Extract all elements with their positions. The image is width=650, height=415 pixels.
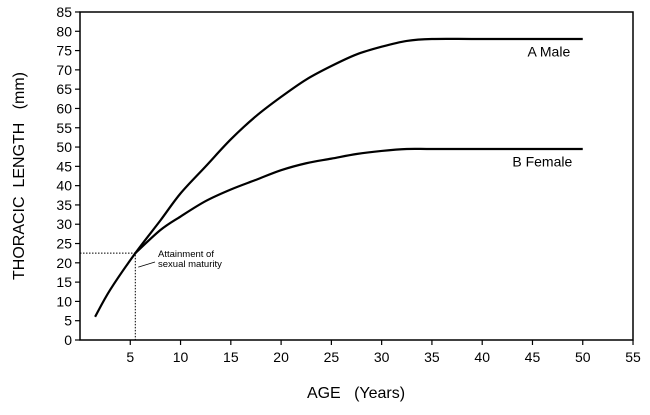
series-label: B Female	[512, 153, 572, 169]
series-line-female	[134, 147, 583, 254]
y-tick-label: 5	[64, 313, 72, 329]
x-tick-label: 10	[173, 349, 189, 365]
x-tick-label: 55	[625, 349, 641, 365]
series-line-male	[94, 37, 583, 318]
annotation-line-2: sexual maturity	[158, 259, 222, 270]
plot-frame	[79, 11, 634, 341]
x-tick-label: 30	[374, 349, 390, 365]
x-tick-label: 20	[273, 349, 289, 365]
x-axis-label: AGE (Years)	[307, 385, 405, 402]
y-tick-label: 20	[56, 255, 72, 271]
annotation-line-1: Attainment of	[158, 249, 214, 260]
y-tick-label: 35	[56, 197, 72, 213]
y-tick-label: 60	[56, 100, 72, 116]
x-tick-label: 45	[525, 349, 541, 365]
y-tick-label: 80	[56, 23, 72, 39]
y-tick-label: 30	[56, 216, 72, 232]
x-tick-label: 15	[223, 349, 239, 365]
x-tick-label: 40	[474, 349, 490, 365]
y-tick-label: 0	[64, 332, 72, 348]
series-label: A Male	[527, 43, 570, 59]
x-tick-label: 50	[575, 349, 591, 365]
y-tick-label: 85	[56, 4, 72, 20]
y-tick-label: 75	[56, 43, 72, 59]
y-tick-label: 10	[56, 293, 72, 309]
x-tick-label: 35	[424, 349, 440, 365]
y-tick-label: 40	[56, 178, 72, 194]
x-tick-label: 25	[324, 349, 340, 365]
y-tick-label: 45	[56, 158, 72, 174]
y-axis-label: THORACIC LENGTH (mm)	[11, 72, 28, 280]
x-tick-label: 5	[126, 349, 134, 365]
y-tick-label: 55	[56, 120, 72, 136]
y-tick-label: 25	[56, 236, 72, 252]
y-tick-label: 65	[56, 81, 72, 97]
annotation-pointer	[138, 261, 156, 268]
y-tick-label: 70	[56, 62, 72, 78]
y-tick-label: 50	[56, 139, 72, 155]
y-tick-label: 15	[56, 274, 72, 290]
